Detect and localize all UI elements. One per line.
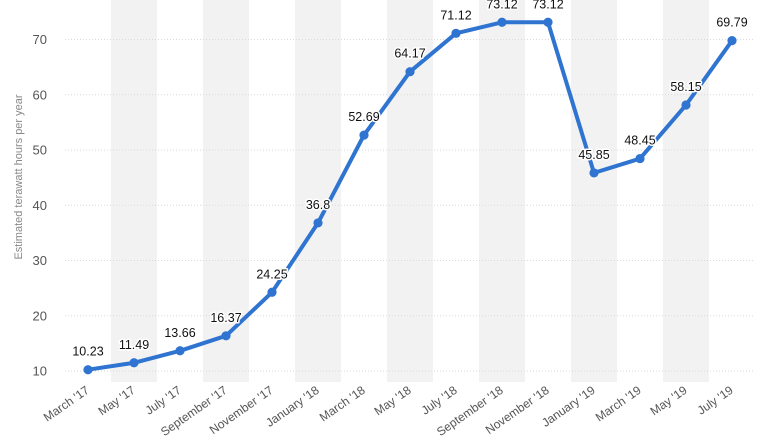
x-tick-label: March '17 <box>41 383 92 425</box>
y-tick-label: 40 <box>33 198 47 213</box>
data-label: 73.12 <box>486 0 517 11</box>
data-point[interactable] <box>681 100 691 110</box>
data-label: 24.25 <box>256 267 287 281</box>
data-label: 48.45 <box>624 134 655 148</box>
column-band <box>663 0 709 382</box>
gridlines <box>65 39 755 372</box>
data-label: 58.15 <box>670 80 701 94</box>
data-label: 36.8 <box>306 198 330 212</box>
x-tick-label: May '19 <box>648 383 690 419</box>
x-tick-label: May '18 <box>372 383 414 419</box>
column-band <box>571 0 617 382</box>
data-label: 10.23 <box>72 345 103 359</box>
data-point[interactable] <box>359 130 369 140</box>
data-point[interactable] <box>727 36 737 46</box>
x-tick-label: July '18 <box>419 383 460 418</box>
y-axis-label: Estimated terawatt hours per year <box>13 94 25 259</box>
data-label: 13.66 <box>164 326 195 340</box>
y-tick-label: 20 <box>33 308 47 323</box>
data-label: 69.79 <box>716 16 747 30</box>
column-band <box>479 0 525 382</box>
data-label: 71.12 <box>440 8 471 22</box>
column-band <box>203 0 249 382</box>
x-tick-label: July '19 <box>695 383 736 418</box>
data-label: 11.49 <box>119 338 149 352</box>
column-bands <box>111 0 709 382</box>
data-point[interactable] <box>543 17 553 27</box>
data-label: 64.17 <box>394 47 425 61</box>
data-label: 73.12 <box>532 0 563 11</box>
data-point[interactable] <box>589 168 599 178</box>
data-point[interactable] <box>313 218 323 228</box>
y-tick-label: 10 <box>33 364 47 379</box>
x-tick-label: March '18 <box>317 383 368 425</box>
data-label: 52.69 <box>348 110 379 124</box>
y-tick-label: 30 <box>33 253 47 268</box>
data-point[interactable] <box>83 365 93 375</box>
y-axis-ticks: 10 20 30 40 50 60 70 <box>33 32 47 379</box>
data-labels: 10.23 11.49 13.66 16.37 24.25 36.8 52.69 64.17 7… <box>71 0 749 360</box>
data-label: 45.85 <box>578 148 609 162</box>
x-tick-label: May '17 <box>96 383 138 419</box>
y-tick-label: 50 <box>33 143 47 158</box>
data-point[interactable] <box>497 17 507 27</box>
column-band <box>111 0 157 382</box>
y-tick-label: 60 <box>33 87 47 102</box>
data-point[interactable] <box>451 28 461 38</box>
data-points <box>83 17 737 375</box>
data-point[interactable] <box>635 153 645 164</box>
column-band <box>387 0 433 382</box>
data-point[interactable] <box>405 67 415 77</box>
data-label: 16.37 <box>210 311 241 325</box>
y-tick-label: 70 <box>33 32 47 47</box>
data-point[interactable] <box>221 331 231 341</box>
x-tick-label: July '17 <box>143 383 184 418</box>
data-point[interactable] <box>267 287 277 297</box>
x-tick-label: March '19 <box>593 383 644 425</box>
data-point[interactable] <box>175 346 185 356</box>
data-point[interactable] <box>129 358 139 368</box>
